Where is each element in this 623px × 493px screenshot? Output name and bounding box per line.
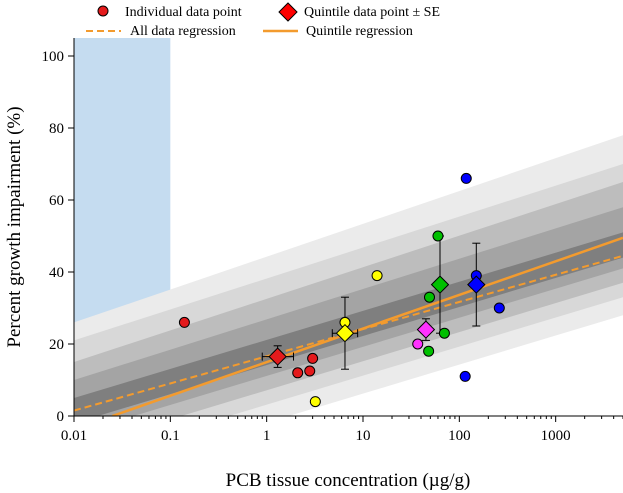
x-tick-label: 0.01 xyxy=(61,428,87,444)
y-tick-label: 20 xyxy=(49,337,64,353)
data-point xyxy=(423,291,435,303)
y-tick-label: 0 xyxy=(57,409,65,425)
y-ticks: 0 20 40 60 80 100 xyxy=(42,49,74,425)
x-axis-label: PCB tissue concentration (µg/g) xyxy=(226,470,471,491)
data-point xyxy=(371,270,383,282)
quintile-point xyxy=(268,347,287,366)
data-point xyxy=(304,365,316,377)
data-point xyxy=(309,396,321,408)
x-tick-label: 1000 xyxy=(541,428,571,444)
data-point xyxy=(493,302,505,314)
quintile-points xyxy=(268,275,486,366)
x-ticks: 0.01 0.1 1 10 100 1000 xyxy=(61,416,623,444)
quintile-point xyxy=(467,275,486,294)
data-point xyxy=(460,172,472,184)
regression-lines xyxy=(74,236,623,416)
y-tick-label: 80 xyxy=(49,121,64,137)
y-tick-label: 100 xyxy=(42,49,65,65)
confidence-bands xyxy=(74,135,623,416)
data-point xyxy=(178,316,190,328)
plot-area xyxy=(74,38,623,416)
x-tick-label: 10 xyxy=(355,428,370,444)
quintile-point xyxy=(335,323,355,343)
y-tick-label: 60 xyxy=(49,193,64,209)
data-point xyxy=(412,338,424,350)
regression-line-all_reg xyxy=(74,254,623,412)
regression-line-quintile_reg xyxy=(111,236,623,416)
x-tick-label: 100 xyxy=(448,428,471,444)
data-point xyxy=(438,327,450,339)
legend: Individual data point Quintile data poin… xyxy=(86,2,440,39)
data-point xyxy=(432,230,444,242)
x-tick-label: 0.1 xyxy=(161,428,180,444)
legend-item-individual: Individual data point xyxy=(97,5,242,20)
y-axis-label: Percent growth impairment (%) xyxy=(4,106,25,347)
quintile-point xyxy=(430,275,450,294)
legend-quintile-label: Quintile data point ± SE xyxy=(304,5,440,20)
x-tick-label: 1 xyxy=(263,428,271,444)
legend-item-quintile-regression: Quintile regression xyxy=(263,24,413,39)
legend-item-all-regression: All data regression xyxy=(86,24,236,39)
legend-quintile-regression-label: Quintile regression xyxy=(306,24,413,39)
legend-item-quintile: Quintile data point ± SE xyxy=(278,2,440,22)
data-point xyxy=(307,352,319,364)
data-point xyxy=(292,367,304,379)
y-tick-label: 40 xyxy=(49,265,64,281)
data-point xyxy=(459,370,471,382)
quintile-point xyxy=(416,320,436,339)
legend-quintile-marker xyxy=(278,2,298,22)
data-point xyxy=(423,345,435,357)
legend-individual-marker xyxy=(97,5,109,17)
legend-individual-label: Individual data point xyxy=(125,5,242,20)
legend-all-regression-label: All data regression xyxy=(130,24,236,39)
